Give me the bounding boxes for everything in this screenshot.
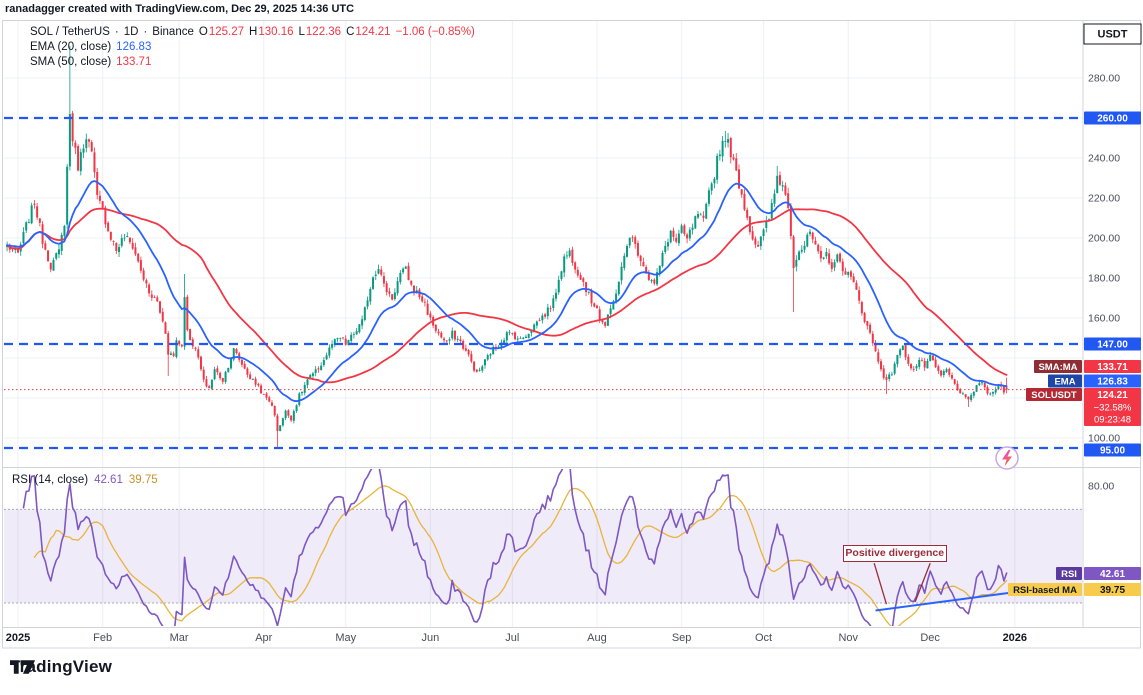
- attribution-text: ranadagger created with TradingView.com,…: [5, 3, 355, 15]
- ema-legend-row[interactable]: EMA (20, close) 126.83: [30, 41, 475, 56]
- exchange: Binance: [152, 26, 194, 38]
- chart-frame: [2, 20, 1141, 649]
- symbol-name: SOL / TetherUS: [30, 26, 110, 38]
- svg-text:160.00: 160.00: [1088, 313, 1120, 325]
- ohlc-open: O 125.27: [198, 26, 244, 38]
- rsi-ma-line: [33, 485, 1008, 626]
- separator: ·: [114, 26, 119, 38]
- tradingview-logo-icon: [10, 660, 36, 674]
- rsi-value: 42.61: [94, 474, 123, 486]
- ohlc-low: L 122.36: [298, 26, 342, 38]
- svg-text:09:23:48: 09:23:48: [1094, 415, 1131, 426]
- divergence-trendline: [875, 591, 1013, 612]
- svg-text:USDT: USDT: [1098, 29, 1128, 41]
- grid-lines: [4, 21, 1082, 627]
- svg-text:Nov: Nov: [838, 632, 858, 644]
- svg-text:Feb: Feb: [93, 632, 112, 644]
- svg-text:39.75: 39.75: [1100, 585, 1125, 596]
- rsi-line: [22, 469, 1008, 626]
- svg-text:SMA:MA: SMA:MA: [1038, 362, 1077, 373]
- svg-text:RSI: RSI: [1061, 569, 1077, 580]
- svg-text:124.21: 124.21: [1097, 390, 1128, 401]
- rsi-ma-value: 39.75: [128, 474, 158, 486]
- daily-change: −1.06 (−0.85%): [395, 26, 475, 38]
- svg-text:80.00: 80.00: [1088, 481, 1114, 493]
- sma-label: SMA (50, close): [30, 56, 112, 68]
- svg-text:2025: 2025: [6, 632, 30, 644]
- svg-text:Apr: Apr: [255, 632, 272, 644]
- svg-text:Jun: Jun: [422, 632, 440, 644]
- svg-text:42.61: 42.61: [1100, 569, 1125, 580]
- svg-text:126.83: 126.83: [1097, 377, 1128, 388]
- svg-text:May: May: [335, 632, 356, 644]
- svg-text:200.00: 200.00: [1088, 233, 1120, 245]
- svg-text:2026: 2026: [1003, 632, 1027, 644]
- time-axis[interactable]: 2025 Feb Mar Apr May Jun Jul Aug Sep Oct Nov Dec 202…: [6, 632, 1027, 644]
- svg-text:Aug: Aug: [587, 632, 607, 644]
- price-axis[interactable]: 280.00 240.00 220.00 200.00 180.00 160.00 100.…: [1008, 23, 1142, 596]
- flash-icon[interactable]: [995, 446, 1019, 470]
- brand-name: TradingView: [10, 657, 113, 676]
- interval: 1D: [123, 26, 139, 38]
- svg-text:EMA: EMA: [1054, 377, 1075, 388]
- ohlc-high: H 130.16: [249, 26, 294, 38]
- svg-text:240.00: 240.00: [1088, 153, 1120, 165]
- svg-text:−32.58%: −32.58%: [1094, 403, 1132, 414]
- svg-text:Oct: Oct: [755, 632, 772, 644]
- svg-text:280.00: 280.00: [1088, 73, 1120, 85]
- svg-text:Dec: Dec: [920, 632, 940, 644]
- sma-50-line: [6, 207, 1008, 384]
- svg-text:Sep: Sep: [672, 632, 692, 644]
- currency-tag: [1083, 23, 1142, 45]
- ema-label: EMA (20, close): [30, 41, 112, 53]
- footer-brand[interactable]: TradingView: [10, 657, 112, 677]
- svg-text:SOLUSDT: SOLUSDT: [1031, 390, 1077, 401]
- svg-text:95.00: 95.00: [1100, 446, 1125, 457]
- svg-text:147.00: 147.00: [1097, 340, 1128, 351]
- ema-value: 126.83: [116, 41, 152, 53]
- svg-text:Jul: Jul: [505, 632, 519, 644]
- rsi-label: RSI (14, close): [12, 474, 89, 486]
- svg-text:180.00: 180.00: [1088, 273, 1120, 285]
- svg-text:133.71: 133.71: [1097, 362, 1128, 373]
- positive-divergence-annotation[interactable]: Positive divergence: [842, 544, 947, 562]
- separator: ·: [143, 26, 148, 38]
- sma-legend-row[interactable]: SMA (50, close) 133.71: [30, 56, 475, 71]
- sma-value: 133.71: [116, 56, 152, 68]
- svg-text:100.00: 100.00: [1088, 433, 1120, 445]
- ema-20-line: [6, 180, 1008, 403]
- rsi-drawings[interactable]: [873, 562, 1013, 612]
- svg-text:220.00: 220.00: [1088, 193, 1120, 205]
- ohlc-close: C 124.21: [346, 26, 391, 38]
- svg-text:Mar: Mar: [170, 632, 189, 644]
- rsi-legend-row[interactable]: RSI (14, close) 42.61 39.75: [12, 474, 158, 486]
- candles: [6, 46, 1008, 448]
- svg-text:260.00: 260.00: [1097, 114, 1128, 125]
- svg-text:RSI-based MA: RSI-based MA: [1013, 585, 1077, 596]
